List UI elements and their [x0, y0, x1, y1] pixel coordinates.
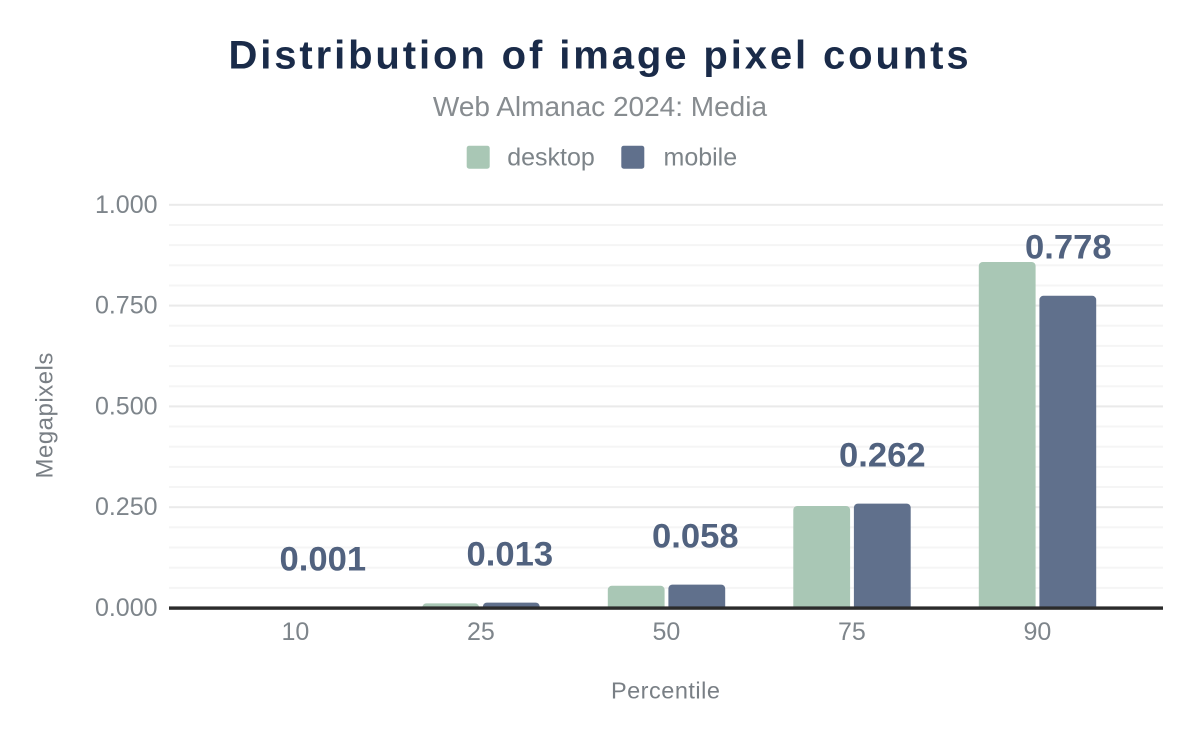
- svg-text:0.250: 0.250: [95, 493, 158, 521]
- svg-text:25: 25: [467, 618, 495, 646]
- svg-text:0.013: 0.013: [467, 535, 554, 573]
- svg-text:Percentile: Percentile: [611, 678, 721, 704]
- svg-text:90: 90: [1023, 618, 1051, 646]
- svg-text:desktop: desktop: [507, 144, 595, 172]
- svg-text:50: 50: [652, 618, 680, 646]
- svg-text:10: 10: [281, 618, 309, 646]
- svg-text:0.750: 0.750: [95, 292, 158, 320]
- svg-text:0.001: 0.001: [280, 540, 367, 578]
- svg-text:mobile: mobile: [664, 144, 738, 172]
- svg-text:Distribution of image pixel co: Distribution of image pixel counts: [228, 34, 971, 78]
- svg-text:0.262: 0.262: [839, 436, 926, 474]
- svg-text:1.000: 1.000: [95, 191, 158, 219]
- svg-text:Megapixels: Megapixels: [32, 352, 59, 478]
- svg-text:0.778: 0.778: [1025, 228, 1112, 266]
- svg-text:Web Almanac 2024: Media: Web Almanac 2024: Media: [433, 91, 768, 122]
- svg-text:0.500: 0.500: [95, 392, 158, 420]
- svg-text:75: 75: [838, 618, 866, 646]
- svg-text:0.000: 0.000: [95, 594, 158, 622]
- svg-text:0.058: 0.058: [652, 517, 739, 555]
